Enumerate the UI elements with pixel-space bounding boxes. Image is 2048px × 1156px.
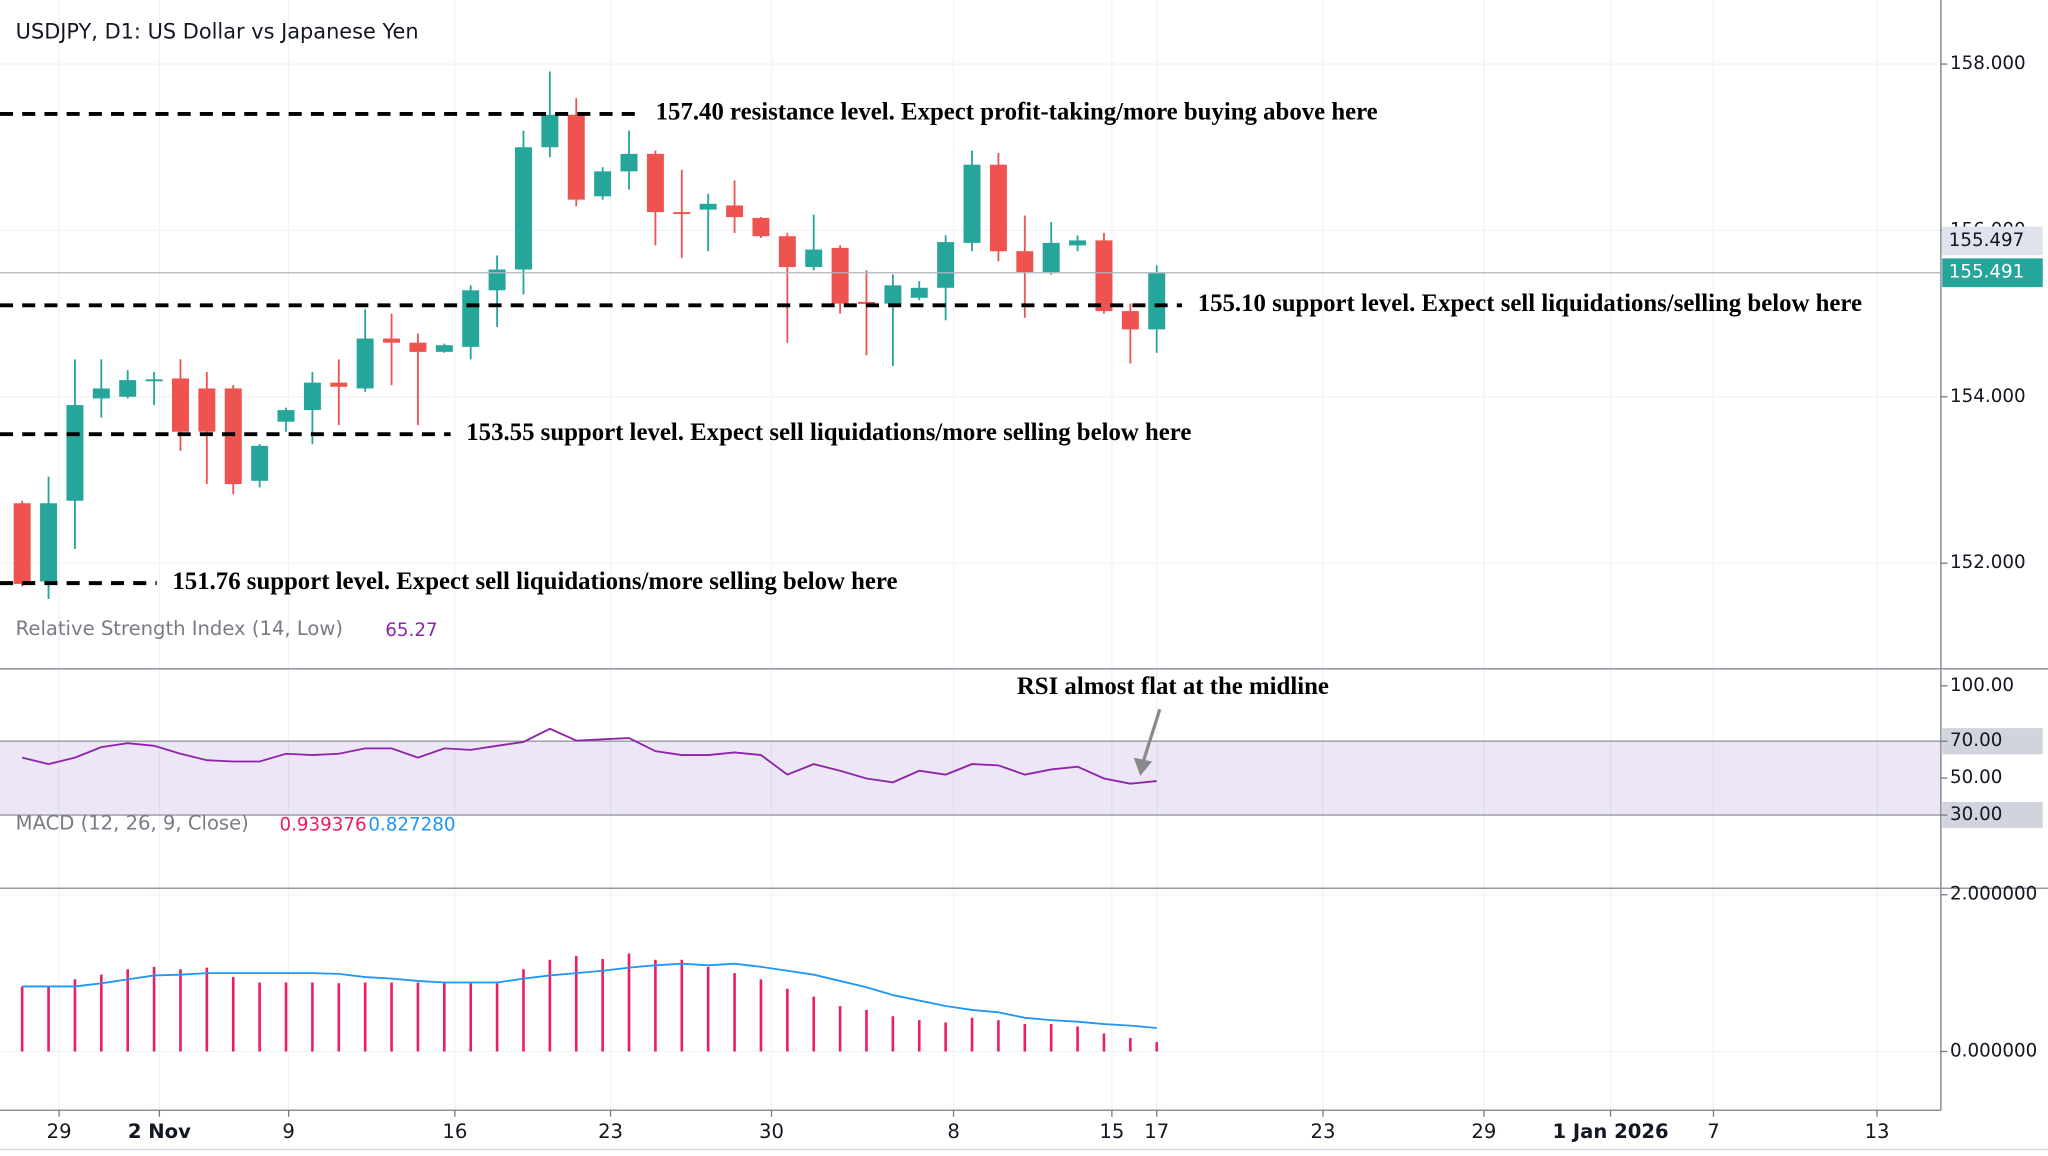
candle-body (884, 285, 902, 304)
x-tick-label: 8 (947, 1120, 959, 1143)
candle-body (910, 287, 928, 298)
price-label-box (1942, 258, 2043, 288)
y-tick-label: 154.000 (1950, 386, 2026, 407)
candle-body (858, 301, 875, 304)
candle-body (646, 153, 664, 213)
candle-body (462, 290, 480, 347)
y-tick-label: 0.000000 (1950, 1040, 2037, 1061)
macd-value: 0.939376 (280, 815, 367, 836)
price-label: 155.497 (1949, 230, 2025, 251)
candle-body (171, 378, 189, 432)
candle-body (356, 338, 374, 389)
candle-body (752, 217, 770, 237)
candle-body (1069, 240, 1087, 246)
grid (0, 0, 1941, 1111)
candle-body (330, 382, 348, 387)
annotation-arrowhead (1133, 757, 1152, 776)
candle-body (620, 153, 638, 172)
candle-body (13, 503, 31, 584)
level-annotation: 157.40 resistance level. Expect profit-t… (656, 99, 1378, 126)
y-tick-label: 158.000 (1950, 53, 2026, 74)
x-tick-label: 1 Jan 2026 (1552, 1120, 1668, 1143)
candle-body (303, 382, 321, 411)
x-tick-label: 9 (282, 1120, 294, 1143)
candle-body (251, 445, 269, 481)
rsi-band (0, 741, 1941, 816)
candle-body (1121, 311, 1139, 330)
candle-body (224, 388, 242, 485)
candle-body (92, 388, 110, 399)
candle-body (673, 212, 691, 215)
candle-body (514, 147, 532, 270)
candle-body (567, 114, 585, 200)
candle-body (145, 379, 163, 382)
x-tick-label: 23 (598, 1120, 623, 1143)
candle-body (40, 503, 58, 582)
rsi-annotation: RSI almost flat at the midline (1017, 673, 1329, 700)
y-tick-label: 70.00 (1950, 730, 2002, 751)
candle-body (1016, 251, 1034, 273)
candle-body (383, 338, 401, 343)
rsi-title: Relative Strength Index (14, Low) (16, 617, 343, 640)
signal-line (22, 962, 1157, 1029)
candle-body (831, 247, 849, 304)
candle-body (409, 342, 427, 352)
candle-body (1042, 242, 1060, 273)
y-tick-label: 30.00 (1950, 804, 2002, 825)
candle-body (963, 164, 981, 243)
candle-body (937, 242, 955, 288)
x-tick-label: 15 (1099, 1120, 1124, 1143)
candle-body (805, 249, 823, 268)
candle-body (989, 164, 1007, 252)
candle-body (699, 203, 717, 210)
candle-body (198, 388, 216, 432)
candle-body (1148, 272, 1166, 330)
candle-body (488, 269, 506, 291)
x-tick-label: 2 Nov (128, 1120, 191, 1143)
x-tick-label: 29 (1471, 1120, 1496, 1143)
level-annotation: 151.76 support level. Expect sell liquid… (172, 568, 897, 595)
candle-body (435, 345, 453, 352)
rsi-value: 65.27 (385, 620, 437, 641)
signal-value: 0.827280 (368, 815, 455, 836)
x-tick-label: 30 (759, 1120, 784, 1143)
x-tick-label: 7 (1707, 1120, 1719, 1143)
y-tick-label: 152.000 (1950, 552, 2026, 573)
price-label-box (1942, 226, 2043, 256)
level-annotation: 153.55 support level. Expect sell liquid… (466, 419, 1191, 446)
x-tick-label: 17 (1144, 1120, 1169, 1143)
x-tick-label: 23 (1310, 1120, 1335, 1143)
y-tick-box (1942, 802, 2043, 829)
x-tick-label: 16 (442, 1120, 467, 1143)
x-tick-label: 29 (47, 1120, 72, 1143)
candle-body (119, 380, 137, 397)
y-tick-label: 100.00 (1950, 675, 2014, 696)
candle-body (541, 114, 559, 148)
candle-body (594, 171, 612, 197)
macd-title: MACD (12, 26, 9, Close) (16, 812, 249, 835)
candle-body (277, 410, 295, 422)
level-annotation: 155.10 support level. Expect sell liquid… (1198, 290, 1862, 317)
y-tick-label: 2.000000 (1950, 884, 2037, 905)
candle-body (1095, 240, 1113, 312)
x-tick-label: 13 (1865, 1120, 1890, 1143)
candle-body (66, 405, 84, 501)
candle-body (726, 205, 744, 218)
rsi-line (21, 727, 1157, 785)
candle-body (778, 236, 796, 268)
y-tick-box (1942, 728, 2043, 755)
y-tick-label: 50.00 (1950, 767, 2002, 788)
price-label: 155.491 (1949, 262, 2025, 283)
plot (0, 71, 1941, 1052)
chart-title: USDJPY, D1: US Dollar vs Japanese Yen (16, 20, 419, 44)
annotation-arrow (1141, 708, 1162, 764)
